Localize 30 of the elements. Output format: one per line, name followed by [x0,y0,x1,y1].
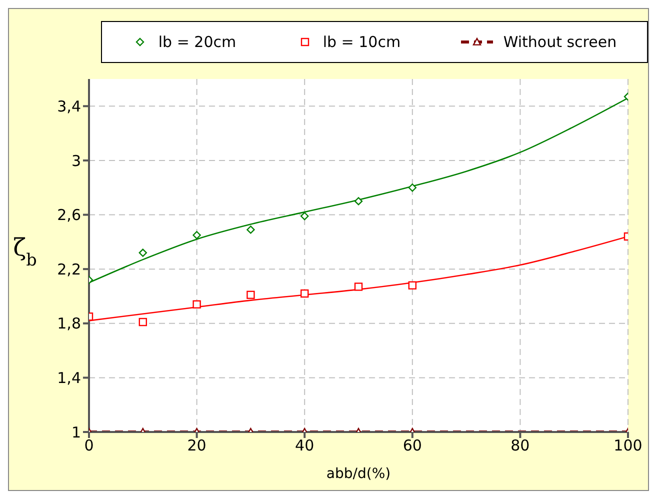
y-tick-label: 1,8 [57,314,81,333]
x-tick-label: 60 [402,436,422,455]
y-tick-label: 1 [71,423,81,442]
point [138,318,147,326]
x-tick-label: 0 [84,436,94,455]
point [354,282,363,291]
point [192,300,201,308]
point [408,281,416,290]
y-tick-label: 3,4 [57,97,81,116]
x-tick-label: 40 [295,436,314,455]
x-axis-title: abb/d(%) [326,466,391,482]
x-tick-label: 80 [510,436,530,455]
y-tick-label: 3 [71,152,81,170]
y-tick-label: 2,6 [57,206,81,224]
point [354,197,363,206]
legend-label: Without screen [503,33,617,51]
point [138,248,147,257]
point [246,290,255,299]
point [300,289,309,298]
legend-label: lb = 20cm [158,33,236,51]
point [300,212,309,220]
legend-label: lb = 10cm [322,33,401,51]
y-tick-label: 1,4 [57,369,81,388]
point [246,226,255,234]
y-axis-title: ζ$_{b}$ [13,234,37,270]
point [192,231,201,240]
x-tick-label: 100 [614,436,642,455]
point [408,184,416,192]
x-tick-label: 20 [187,436,206,455]
y-tick-label: 2,2 [57,260,81,278]
